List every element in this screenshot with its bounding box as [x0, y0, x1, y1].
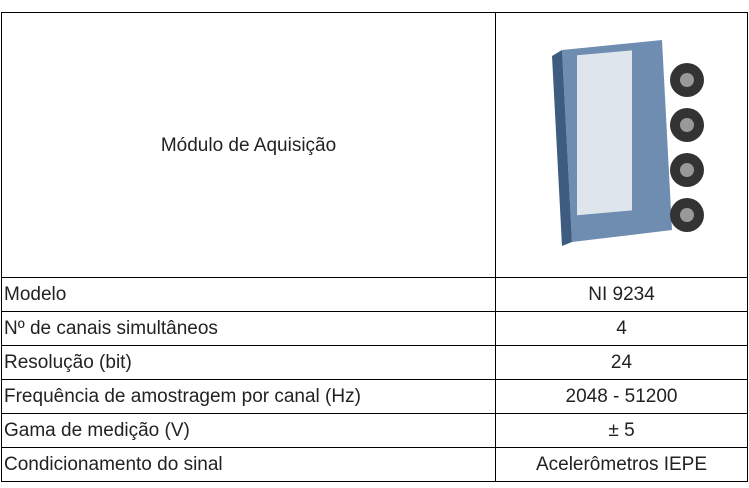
spec-row: Gama de medição (V) ± 5: [1, 413, 748, 448]
spec-value: 4: [495, 311, 748, 346]
spec-value: Acelerômetros IEPE: [495, 447, 748, 482]
table-body: Módulo de Aquisição Modelo NI 9234 Nº de c…: [1, 12, 748, 482]
connectors: [669, 62, 704, 232]
spec-label: Condicionamento do sinal: [1, 447, 496, 482]
module-image-cell: [495, 12, 748, 278]
spec-row: Nº de canais simultâneos 4: [1, 311, 748, 346]
module-side: [551, 49, 572, 246]
spec-label: Gama de medição (V): [1, 413, 496, 448]
spec-value: 24: [495, 345, 748, 380]
spec-row: Condicionamento do sinal Acelerômetros IE…: [1, 447, 748, 482]
spec-value: NI 9234: [495, 277, 748, 312]
module-image: [551, 39, 704, 246]
header-row: Módulo de Aquisição: [1, 12, 748, 278]
header-label: Módulo de Aquisição: [1, 12, 496, 278]
spec-label: Resolução (bit): [1, 345, 496, 380]
spec-row: Modelo NI 9234: [1, 277, 748, 312]
spec-label: Nº de canais simultâneos: [1, 311, 496, 346]
spec-label: Modelo: [1, 277, 496, 312]
spec-value: ± 5: [495, 413, 748, 448]
spec-label: Frequência de amostragem por canal (Hz): [1, 379, 496, 414]
spec-row: Resolução (bit) 24: [1, 345, 748, 380]
spec-value: 2048 - 51200: [495, 379, 748, 414]
spec-row: Frequência de amostragem por canal (Hz) 2…: [1, 379, 748, 414]
module-label: [576, 49, 632, 215]
spec-table: Módulo de Aquisição Modelo NI 9234 Nº de c…: [1, 12, 748, 482]
